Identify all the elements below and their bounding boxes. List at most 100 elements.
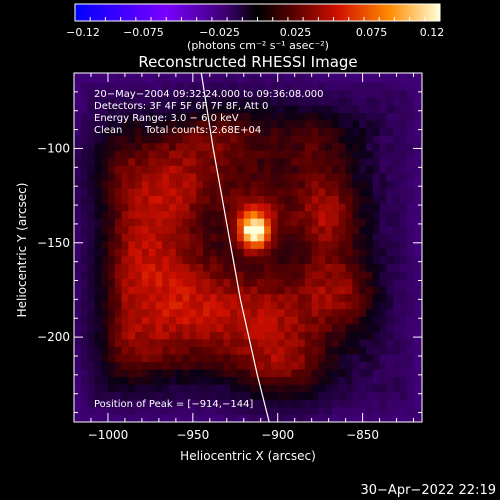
heatmap-cell — [196, 135, 204, 144]
heatmap-cell — [311, 323, 319, 332]
heatmap-cell — [203, 331, 211, 340]
heatmap-cell — [379, 157, 387, 166]
heatmap-cell — [87, 255, 95, 264]
heatmap-cell — [128, 255, 136, 264]
heatmap-cell — [393, 142, 401, 151]
heatmap-cell — [338, 82, 347, 91]
heatmap-cell — [399, 346, 408, 355]
heatmap-cell — [223, 308, 231, 317]
heatmap-cell — [277, 338, 285, 347]
heatmap-cell — [386, 391, 394, 400]
heatmap-cell — [379, 240, 387, 249]
heatmap-cell — [420, 82, 422, 91]
heatmap-cell — [284, 240, 292, 249]
heatmap-cell — [209, 293, 217, 302]
heatmap-cell — [74, 233, 82, 242]
heatmap-cell — [148, 150, 156, 159]
heatmap-cell — [236, 120, 245, 129]
heatmap-cell — [169, 323, 177, 332]
heatmap-cell — [257, 188, 265, 197]
heatmap-cell — [338, 248, 347, 257]
heatmap-cell — [80, 150, 88, 159]
heatmap-cell — [393, 135, 401, 144]
heatmap-cell — [291, 271, 299, 280]
heatmap-cell — [372, 255, 380, 264]
heatmap-cell — [291, 354, 299, 363]
heatmap-cell — [345, 195, 353, 204]
heatmap-cell — [175, 112, 184, 121]
heatmap-cell — [250, 142, 258, 151]
heatmap-cell — [162, 354, 170, 363]
heatmap-cell — [420, 203, 422, 212]
heatmap-cell — [386, 73, 394, 76]
heatmap-cell — [203, 361, 211, 370]
heatmap-cell — [135, 142, 143, 151]
heatmap-cell — [101, 74, 109, 83]
heatmap-cell — [182, 263, 190, 272]
heatmap-cell — [420, 414, 422, 422]
heatmap-cell — [155, 165, 163, 174]
heatmap-cell — [216, 338, 224, 347]
heatmap-cell — [135, 376, 143, 385]
heatmap-cell — [270, 172, 279, 181]
heatmap-cell — [230, 233, 238, 242]
heatmap-cell — [162, 338, 170, 347]
heatmap-cell — [399, 338, 408, 347]
heatmap-cell — [332, 331, 340, 340]
heatmap-cell — [80, 82, 88, 91]
heatmap-cell — [345, 361, 353, 370]
heatmap-cell — [338, 73, 347, 76]
heatmap-cell — [243, 233, 251, 242]
heatmap-cell — [114, 74, 122, 83]
heatmap-cell — [114, 172, 122, 181]
heatmap-cell — [264, 323, 272, 332]
heatmap-cell — [250, 127, 258, 136]
heatmap-cell — [155, 112, 163, 121]
heatmap-cell — [203, 89, 211, 98]
heatmap-cell — [406, 286, 414, 295]
heatmap-cell — [162, 301, 170, 310]
heatmap-cell — [74, 89, 82, 98]
heatmap-cell — [345, 286, 353, 295]
heatmap-cell — [169, 180, 177, 189]
heatmap-cell — [243, 89, 251, 98]
heatmap-cell — [352, 255, 360, 264]
heatmap-cell — [114, 157, 122, 166]
heatmap-cell — [230, 354, 238, 363]
heatmap-cell — [291, 89, 299, 98]
heatmap-cell — [107, 323, 116, 332]
heatmap-cell — [128, 316, 136, 325]
heatmap-cell — [257, 74, 265, 83]
heatmap-cell — [304, 369, 313, 378]
heatmap-cell — [352, 361, 360, 370]
heatmap-cell — [196, 89, 204, 98]
heatmap-cell — [135, 135, 143, 144]
heatmap-cell — [169, 142, 177, 151]
heatmap-cell — [359, 399, 367, 408]
heatmap-cell — [121, 120, 129, 129]
heatmap-cell — [121, 150, 129, 159]
heatmap-cell — [284, 255, 292, 264]
heatmap-cell — [94, 73, 102, 76]
heatmap-cell — [311, 105, 319, 114]
heatmap-cell — [399, 293, 408, 302]
heatmap-cell — [128, 74, 136, 83]
heatmap-cell — [196, 150, 204, 159]
heatmap-cell — [209, 218, 217, 227]
heatmap-cell — [223, 127, 231, 136]
heatmap-cell — [243, 369, 251, 378]
heatmap-cell — [196, 165, 204, 174]
heatmap-cell — [338, 346, 347, 355]
heatmap-cell — [169, 105, 177, 114]
heatmap-cell — [209, 97, 217, 106]
heatmap-cell — [298, 180, 306, 189]
heatmap-cell — [284, 225, 292, 234]
heatmap-cell — [135, 255, 143, 264]
heatmap-cell — [338, 399, 347, 408]
heatmap-cell — [94, 120, 102, 129]
heatmap-cell — [128, 73, 136, 76]
heatmap-cell — [196, 399, 204, 408]
heatmap-cell — [270, 369, 279, 378]
heatmap-cell — [182, 195, 190, 204]
heatmap-cell — [332, 180, 340, 189]
